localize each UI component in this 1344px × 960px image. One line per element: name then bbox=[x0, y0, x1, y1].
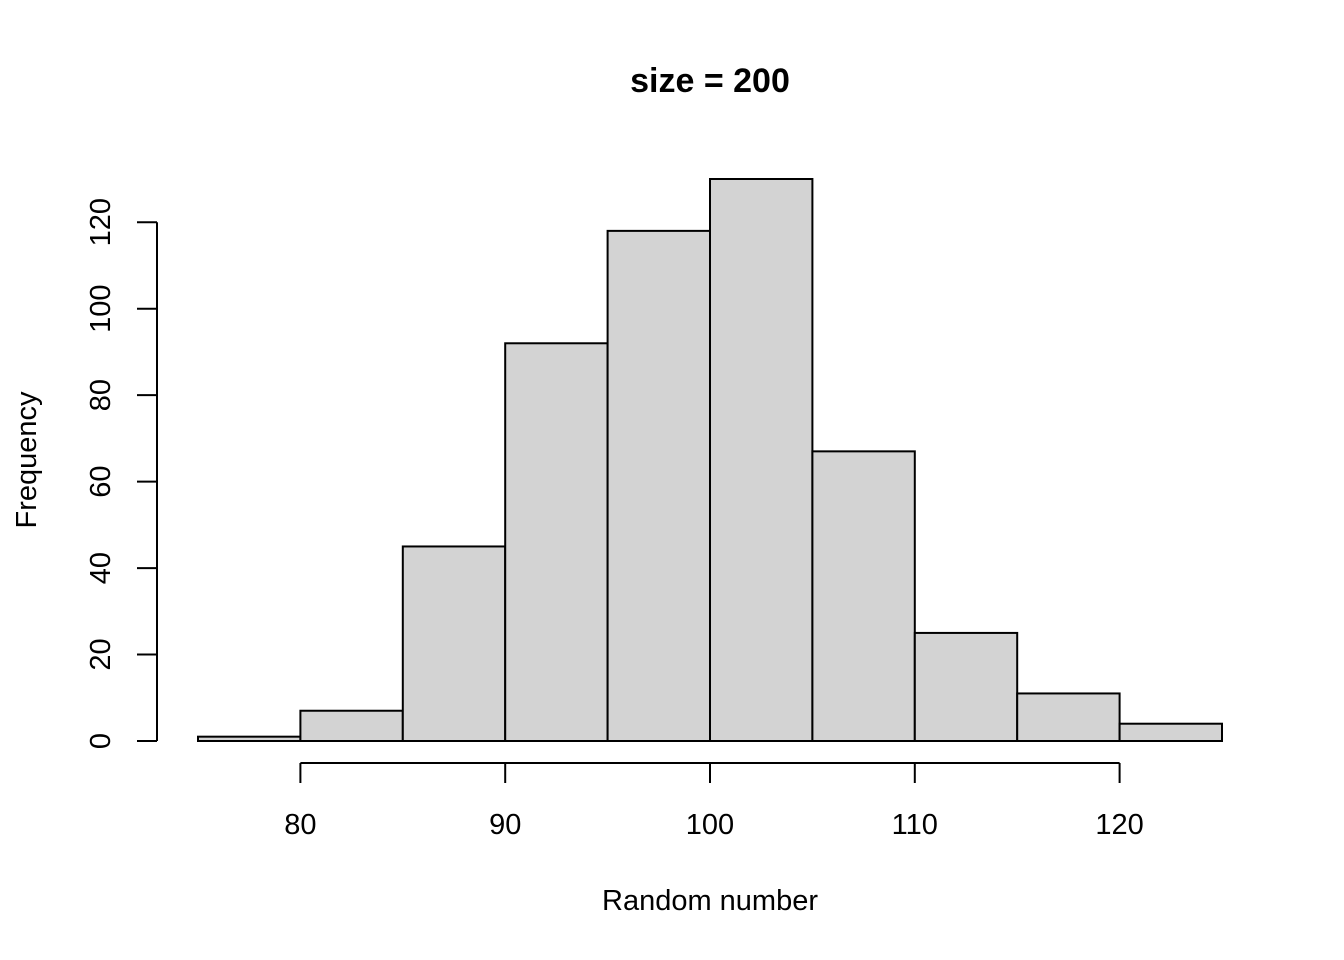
y-tick-label: 0 bbox=[85, 733, 117, 749]
x-tick-label: 90 bbox=[489, 809, 521, 841]
histogram-bar bbox=[401, 545, 507, 743]
y-axis: 0 20 40 60 80 100 120 bbox=[85, 198, 158, 749]
histogram-bar bbox=[299, 709, 404, 743]
x-axis-label: Random number bbox=[602, 885, 818, 917]
y-tick-label: 100 bbox=[85, 284, 117, 332]
x-tick-label: 80 bbox=[284, 809, 316, 841]
x-axis: 80 90 100 110 120 bbox=[284, 762, 1144, 841]
x-tick-label: 100 bbox=[686, 809, 734, 841]
x-tick-label: 120 bbox=[1095, 809, 1143, 841]
y-tick-label: 80 bbox=[85, 379, 117, 411]
histogram-bar bbox=[1016, 692, 1121, 743]
y-axis-label: Frequency bbox=[11, 391, 43, 529]
y-tick-label: 60 bbox=[85, 465, 117, 497]
histogram-bar bbox=[504, 342, 609, 742]
x-tick-label: 110 bbox=[892, 809, 938, 841]
y-tick-label: 20 bbox=[85, 638, 117, 670]
histogram-bar bbox=[913, 631, 1019, 743]
histogram-bar bbox=[709, 178, 814, 742]
bars-group bbox=[197, 178, 1223, 743]
chart-title: size = 200 bbox=[630, 62, 790, 100]
histogram-bar bbox=[811, 450, 916, 742]
y-tick-label: 40 bbox=[85, 552, 117, 584]
histogram-bar bbox=[1118, 722, 1223, 743]
histogram-bar bbox=[606, 229, 711, 742]
histogram-bar bbox=[197, 735, 302, 743]
y-tick-label: 120 bbox=[85, 198, 117, 246]
